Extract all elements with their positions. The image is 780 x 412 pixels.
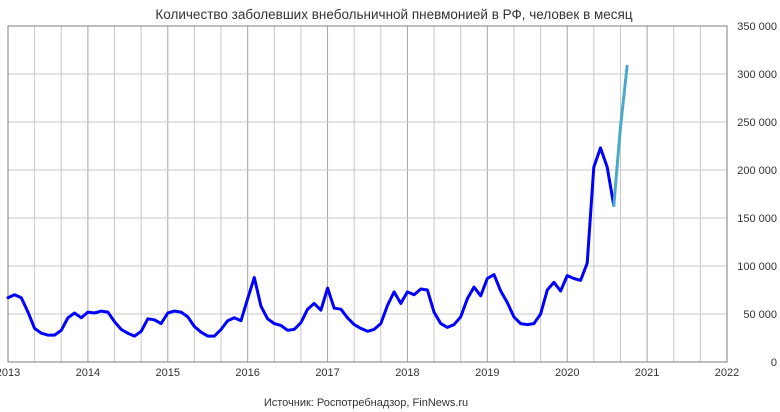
y-axis-ticks: 0 50 000 100 000 150 000 200 000 250 000 300 0… xyxy=(737,21,777,369)
x-tick-label: 2021 xyxy=(635,367,659,379)
y-tick-label: 300 000 xyxy=(737,69,777,81)
series-layer xyxy=(6,64,629,338)
y-tick-label: 50 000 xyxy=(743,309,777,321)
y-tick-label: 100 000 xyxy=(737,261,777,273)
horizontal-gridlines xyxy=(8,73,727,315)
series-line-2 xyxy=(612,64,629,207)
x-tick-label: 2019 xyxy=(475,367,499,379)
y-tick-label: 350 000 xyxy=(737,21,777,33)
vertical-gridlines xyxy=(34,26,701,362)
y-tick-label: 250 000 xyxy=(737,117,777,129)
series-line-1 xyxy=(6,146,616,338)
x-tick-label: 2015 xyxy=(156,367,180,379)
y-tick-label: 200 000 xyxy=(737,165,777,177)
x-tick-label: 2017 xyxy=(315,367,339,379)
x-tick-label: 2014 xyxy=(76,367,100,379)
chart-source: Источник: Роспотребнадзор, FinNews.ru xyxy=(264,397,468,409)
y-tick-label: 150 000 xyxy=(737,213,777,225)
chart-title: Количество заболевших внебольничной пнев… xyxy=(155,7,632,22)
x-tick-label: 2013 xyxy=(0,367,20,379)
x-tick-label: 2022 xyxy=(715,367,739,379)
y-tick-label: 0 xyxy=(771,357,777,369)
plot-frame xyxy=(7,25,728,363)
x-tick-label: 2016 xyxy=(235,367,259,379)
x-tick-label: 2020 xyxy=(555,367,579,379)
x-axis-ticks: 2013 2014 2015 2016 2017 2018 2019 2020 2021 2022 xyxy=(0,367,739,379)
x-tick-label: 2018 xyxy=(395,367,419,379)
